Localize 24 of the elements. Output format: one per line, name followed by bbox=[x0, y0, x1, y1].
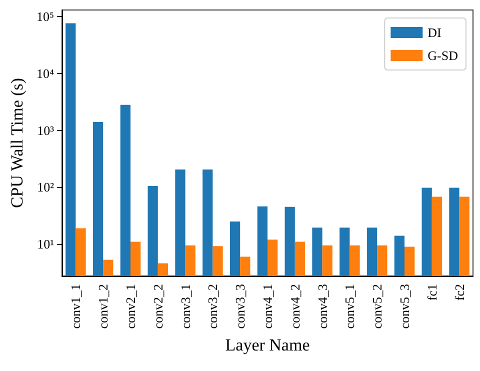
x-tick-label: conv5_1 bbox=[342, 284, 358, 329]
x-tick-label: conv1_1 bbox=[68, 284, 84, 329]
x-tick-label: conv5_3 bbox=[397, 284, 412, 329]
x-tick-label: fc1 bbox=[424, 284, 440, 301]
x-tick-label: fc2 bbox=[452, 284, 467, 301]
y-tick-label: 10⁵ bbox=[36, 8, 54, 24]
x-tick-label: conv4_2 bbox=[287, 284, 302, 329]
y-tick-label: 10⁴ bbox=[36, 66, 54, 81]
x-tick-label: conv1_2 bbox=[96, 284, 111, 329]
x-tick-label: conv3_1 bbox=[178, 284, 193, 329]
x-tick-label: conv5_2 bbox=[370, 284, 385, 329]
y-tick-label: 10¹ bbox=[37, 236, 54, 252]
x-tick-label: conv2_1 bbox=[123, 284, 138, 329]
legend-label: DI bbox=[428, 25, 442, 40]
x-tick-label: conv4_1 bbox=[260, 284, 275, 329]
x-tick-label: conv3_2 bbox=[205, 284, 220, 329]
legend-label: G-SD bbox=[428, 48, 458, 63]
y-axis-title: CPU Wall Time (s) bbox=[8, 78, 27, 208]
x-tick-label: conv3_3 bbox=[232, 284, 248, 329]
x-axis-title: Layer Name bbox=[225, 336, 310, 355]
x-tick-label: conv4_3 bbox=[314, 284, 330, 329]
y-tick-label: 10³ bbox=[37, 122, 54, 138]
x-tick-label: conv2_2 bbox=[150, 284, 166, 329]
y-tick-label: 10² bbox=[37, 180, 54, 195]
